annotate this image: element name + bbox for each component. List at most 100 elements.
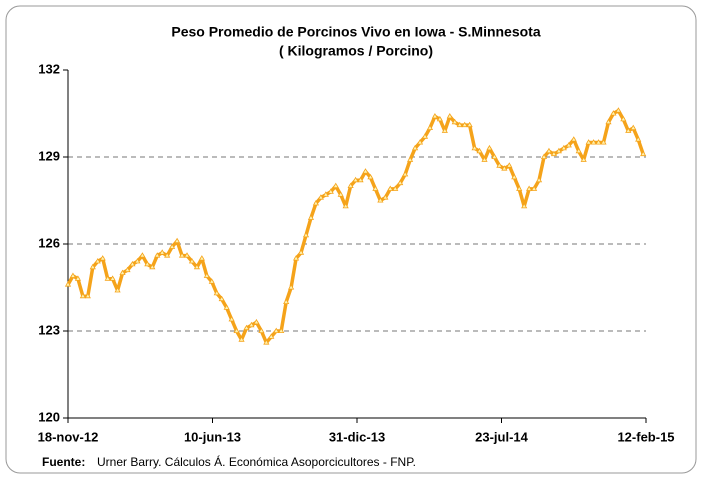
data-point (426, 124, 434, 130)
data-point (570, 136, 577, 142)
data-point (387, 185, 394, 191)
data-point (496, 162, 503, 168)
data-point (526, 185, 533, 191)
data-point (446, 112, 453, 119)
data-point (630, 124, 637, 130)
data-point (372, 185, 379, 191)
data-point (173, 237, 181, 244)
data-point (69, 272, 77, 278)
data-point (540, 153, 548, 159)
data-point (84, 292, 91, 299)
data-point (297, 249, 305, 255)
data-point (590, 139, 597, 145)
data-point (99, 255, 106, 261)
data-point (585, 139, 592, 145)
data-point (535, 176, 543, 183)
data-point (357, 176, 364, 183)
data-point (218, 295, 225, 302)
data-point (139, 252, 146, 258)
data-point (615, 107, 622, 113)
data-point (407, 156, 414, 162)
data-point (178, 252, 186, 258)
data-point (337, 191, 344, 197)
data-point (104, 275, 111, 281)
data-point (134, 257, 141, 264)
data-point (486, 144, 493, 151)
x-tick-label: 10-jun-13 (184, 429, 241, 444)
data-point (273, 327, 280, 333)
data-point (129, 260, 136, 267)
data-point (164, 252, 171, 258)
y-tick-label: 120 (38, 409, 60, 424)
data-point (159, 249, 166, 255)
x-tick-label: 23-jul-14 (475, 429, 529, 444)
data-point (377, 197, 384, 203)
data-point (292, 255, 300, 261)
data-point (253, 318, 260, 325)
data-point (456, 121, 463, 128)
x-tick-label: 12-feb-15 (617, 429, 674, 444)
data-point (233, 327, 240, 333)
data-point (625, 127, 632, 133)
data-point (248, 321, 255, 328)
data-point (154, 252, 161, 258)
chart-subtitle: ( Kilogramos / Porcino) (279, 43, 433, 59)
data-point (238, 336, 245, 342)
data-point (283, 298, 290, 304)
data-point (223, 304, 230, 310)
data-point (451, 118, 458, 125)
data-point (367, 173, 374, 180)
data-point (402, 170, 409, 177)
data-point (198, 255, 205, 261)
data-point (169, 243, 176, 249)
data-point (575, 147, 582, 154)
data-point (312, 199, 320, 206)
data-point (431, 112, 439, 119)
data-point (307, 214, 315, 220)
data-point (144, 260, 151, 267)
data-point (342, 202, 349, 209)
chart-frame (5, 5, 697, 474)
data-point (213, 289, 220, 296)
data-point (203, 272, 210, 278)
data-point (302, 231, 310, 238)
data-point (382, 194, 389, 200)
source-text: Urner Barry. Cálculos Á. Económica Asopo… (97, 454, 416, 469)
data-point (555, 147, 562, 154)
data-point (511, 173, 518, 180)
data-point (461, 121, 468, 128)
y-tick-label: 123 (38, 322, 60, 337)
data-point (149, 263, 156, 270)
data-point (278, 327, 285, 333)
data-point (332, 182, 339, 188)
data-point (530, 185, 538, 191)
data-point (491, 153, 498, 159)
data-point (263, 339, 270, 345)
data-point (268, 333, 275, 339)
data-point (441, 127, 448, 133)
data-point (481, 156, 488, 162)
y-tick-label: 132 (38, 61, 60, 76)
source-label: Fuente: (42, 455, 85, 469)
data-point (421, 133, 429, 139)
data-point (392, 185, 399, 191)
data-point (565, 141, 572, 148)
data-point (183, 252, 191, 258)
data-point (605, 118, 612, 125)
data-point (243, 324, 250, 331)
data-point (471, 144, 478, 151)
y-tick-label: 129 (38, 148, 60, 163)
data-point (327, 188, 334, 194)
data-point (258, 327, 265, 333)
data-point (620, 115, 627, 122)
data-point (580, 156, 587, 162)
data-point (516, 185, 523, 191)
data-point (94, 257, 101, 264)
data-point (545, 147, 553, 154)
data-point (124, 266, 131, 273)
data-point (397, 179, 404, 186)
data-point (352, 176, 359, 183)
data-point (208, 278, 215, 284)
